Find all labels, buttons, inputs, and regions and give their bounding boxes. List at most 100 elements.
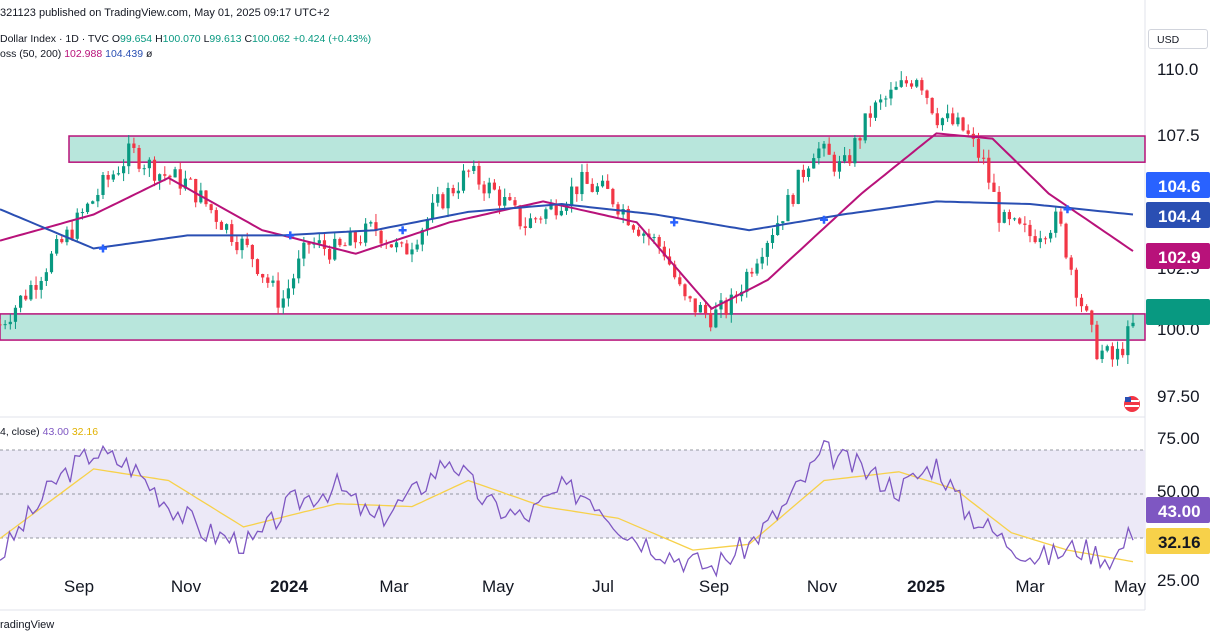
tradingview-brand[interactable]: radingView	[0, 619, 55, 631]
candle-body	[467, 170, 471, 172]
x-tick-label: 2025	[907, 577, 945, 596]
candle-body	[544, 209, 548, 219]
candle-body	[863, 113, 867, 141]
x-tick-label: May	[482, 577, 515, 596]
candle-body	[29, 285, 33, 300]
change-value: +0.424 (+0.43%)	[292, 33, 372, 45]
candle-body	[70, 229, 74, 239]
cross-marker	[398, 226, 407, 235]
ma200-line	[0, 200, 1134, 250]
candle-body	[987, 157, 991, 183]
high-value: 100.070	[162, 33, 201, 45]
candle-body	[286, 288, 290, 299]
candle-body	[600, 180, 605, 187]
candle-body	[137, 147, 141, 169]
x-tick-label: May	[1114, 577, 1147, 596]
candle-body	[966, 130, 970, 134]
candle-body	[822, 143, 826, 149]
rsi-tick-label: 25.00	[1157, 571, 1200, 590]
candle-body	[812, 158, 816, 169]
candle-body	[662, 246, 666, 257]
rsi-tick-label: 50.00	[1157, 482, 1200, 501]
candle-body	[1074, 269, 1078, 298]
rsi-value-box	[1146, 528, 1210, 554]
cross-marker	[1063, 205, 1072, 214]
candle-body	[894, 86, 898, 90]
candle-body	[152, 159, 157, 181]
candle-body	[909, 83, 914, 87]
candle-body	[328, 248, 332, 260]
candle-body	[400, 242, 404, 244]
candle-body	[580, 171, 584, 195]
rsi-ma-value: 32.16	[71, 426, 99, 438]
candle-body	[0, 324, 2, 326]
candle-body	[513, 200, 517, 206]
candle-body	[358, 242, 363, 244]
candle-body	[837, 161, 842, 172]
candle-body	[55, 239, 59, 254]
candle-body	[652, 237, 656, 239]
candle-body	[853, 138, 857, 164]
candle-body	[1085, 306, 1089, 311]
candle-body	[1033, 236, 1037, 243]
candle-body	[946, 113, 950, 119]
candle-body	[497, 189, 502, 206]
candle-body	[374, 222, 378, 231]
candle-body	[245, 238, 249, 245]
ma50-line	[0, 132, 1134, 310]
candle-body	[575, 186, 579, 195]
ma-label[interactable]: oss (50, 200)	[0, 48, 62, 60]
candle-body	[508, 197, 512, 201]
candle-body	[116, 173, 121, 175]
candle-body	[111, 174, 115, 180]
cross-marker	[286, 231, 295, 240]
rsi-value-box	[1146, 497, 1210, 523]
candle-body	[410, 249, 414, 255]
x-tick-label: Nov	[807, 577, 838, 596]
candle-body	[961, 117, 965, 131]
us-flag-icon[interactable]	[1124, 396, 1140, 412]
close-label: C	[244, 33, 253, 45]
candle-body	[34, 285, 38, 290]
candle-body	[96, 194, 100, 202]
candle-body	[1105, 346, 1109, 351]
candle-body	[261, 274, 265, 278]
candle-body	[379, 230, 383, 244]
candle-body	[657, 237, 661, 247]
candle-body	[240, 238, 244, 251]
candle-body	[369, 222, 373, 224]
resistance-zone[interactable]	[68, 135, 1146, 163]
candle-body	[178, 169, 182, 189]
symbol-name[interactable]: Dollar Index · 1D · TVC	[0, 33, 109, 45]
candle-body	[873, 102, 878, 118]
candle-body	[276, 280, 280, 308]
candle-body	[925, 90, 929, 98]
candle-body	[570, 186, 574, 205]
ma-legend: oss (50, 200) 102.988 104.439 ø	[0, 48, 152, 60]
price-labels: 104.6 104.4 102.9 43.00 32.16	[1146, 172, 1210, 554]
candle-body	[899, 80, 903, 87]
candle-body	[1115, 348, 1120, 360]
candle-body	[142, 168, 146, 170]
support-zone[interactable]	[0, 313, 1146, 341]
candle-body	[431, 202, 435, 220]
x-tick-label: Sep	[64, 577, 94, 596]
rsi-tick-label: 75.00	[1157, 429, 1200, 448]
candle-body	[930, 97, 934, 114]
candle-body	[745, 271, 749, 292]
candle-body	[49, 253, 54, 273]
candle-body	[539, 218, 543, 220]
candle-body	[266, 277, 270, 283]
price-tick-label: 97.50	[1157, 387, 1200, 406]
rsi-label[interactable]: 4, close)	[0, 426, 40, 438]
candle-body	[394, 242, 399, 248]
x-tick-label: Mar	[379, 577, 409, 596]
currency-button[interactable]: USD	[1148, 29, 1208, 49]
candle-body	[714, 309, 718, 328]
candle-body	[1012, 218, 1017, 220]
candle-body	[642, 233, 646, 236]
candle-body	[1018, 218, 1022, 224]
candle-body	[940, 118, 945, 126]
